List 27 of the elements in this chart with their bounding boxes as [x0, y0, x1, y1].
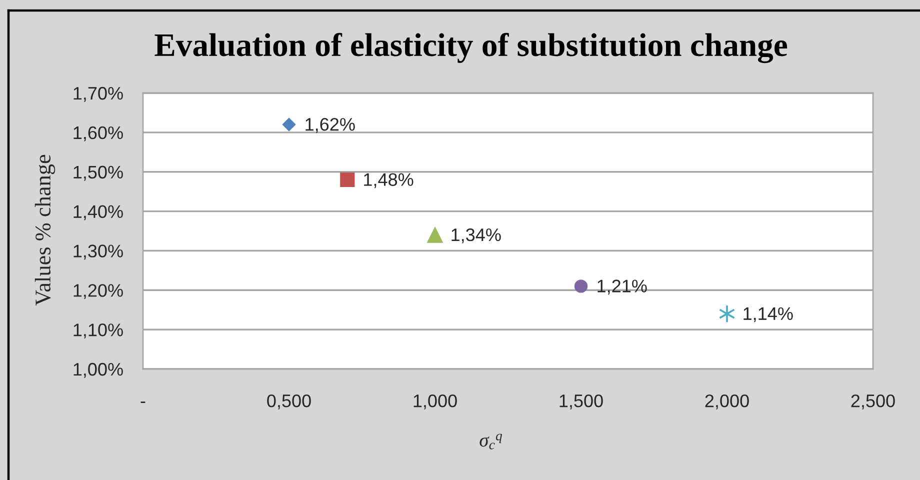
x-tick-label: 2,000 [705, 394, 749, 410]
point [574, 280, 588, 293]
x-axis-title: σ$_{c}$$^{q}$ [480, 434, 502, 450]
y-tick-label: 1,60% [74, 126, 123, 142]
y-tick-label: 1,20% [74, 284, 123, 299]
y-tick-label: 1,50% [74, 166, 123, 181]
chart-title: Evaluation of elasticity of substitution change [154, 32, 788, 64]
x-tick-label: 1,500 [560, 394, 603, 410]
x-tick-label: 1,000 [414, 394, 457, 410]
point [718, 304, 736, 324]
data-label: 1,48% [364, 173, 414, 188]
y-tick-label: 1,30% [74, 244, 123, 260]
y-tick-label: 1,40% [74, 205, 123, 220]
data-label: 1,14% [744, 307, 793, 322]
point [282, 118, 296, 132]
data-label: 1,62% [306, 118, 355, 133]
y-axis-title: Values % change [34, 154, 56, 306]
data-label: 1,34% [452, 228, 501, 244]
data-label: 1,21% [598, 280, 647, 295]
y-tick-label: 1,10% [74, 324, 123, 338]
x-tick-label: 0,500 [267, 394, 311, 410]
y-tick-label: 1,70% [74, 86, 123, 102]
point [427, 226, 443, 243]
y-tick-label: 1,00% [74, 362, 123, 378]
x-tick-label: - [140, 402, 146, 403]
x-tick-label: 2,500 [851, 394, 895, 410]
point [340, 172, 355, 188]
